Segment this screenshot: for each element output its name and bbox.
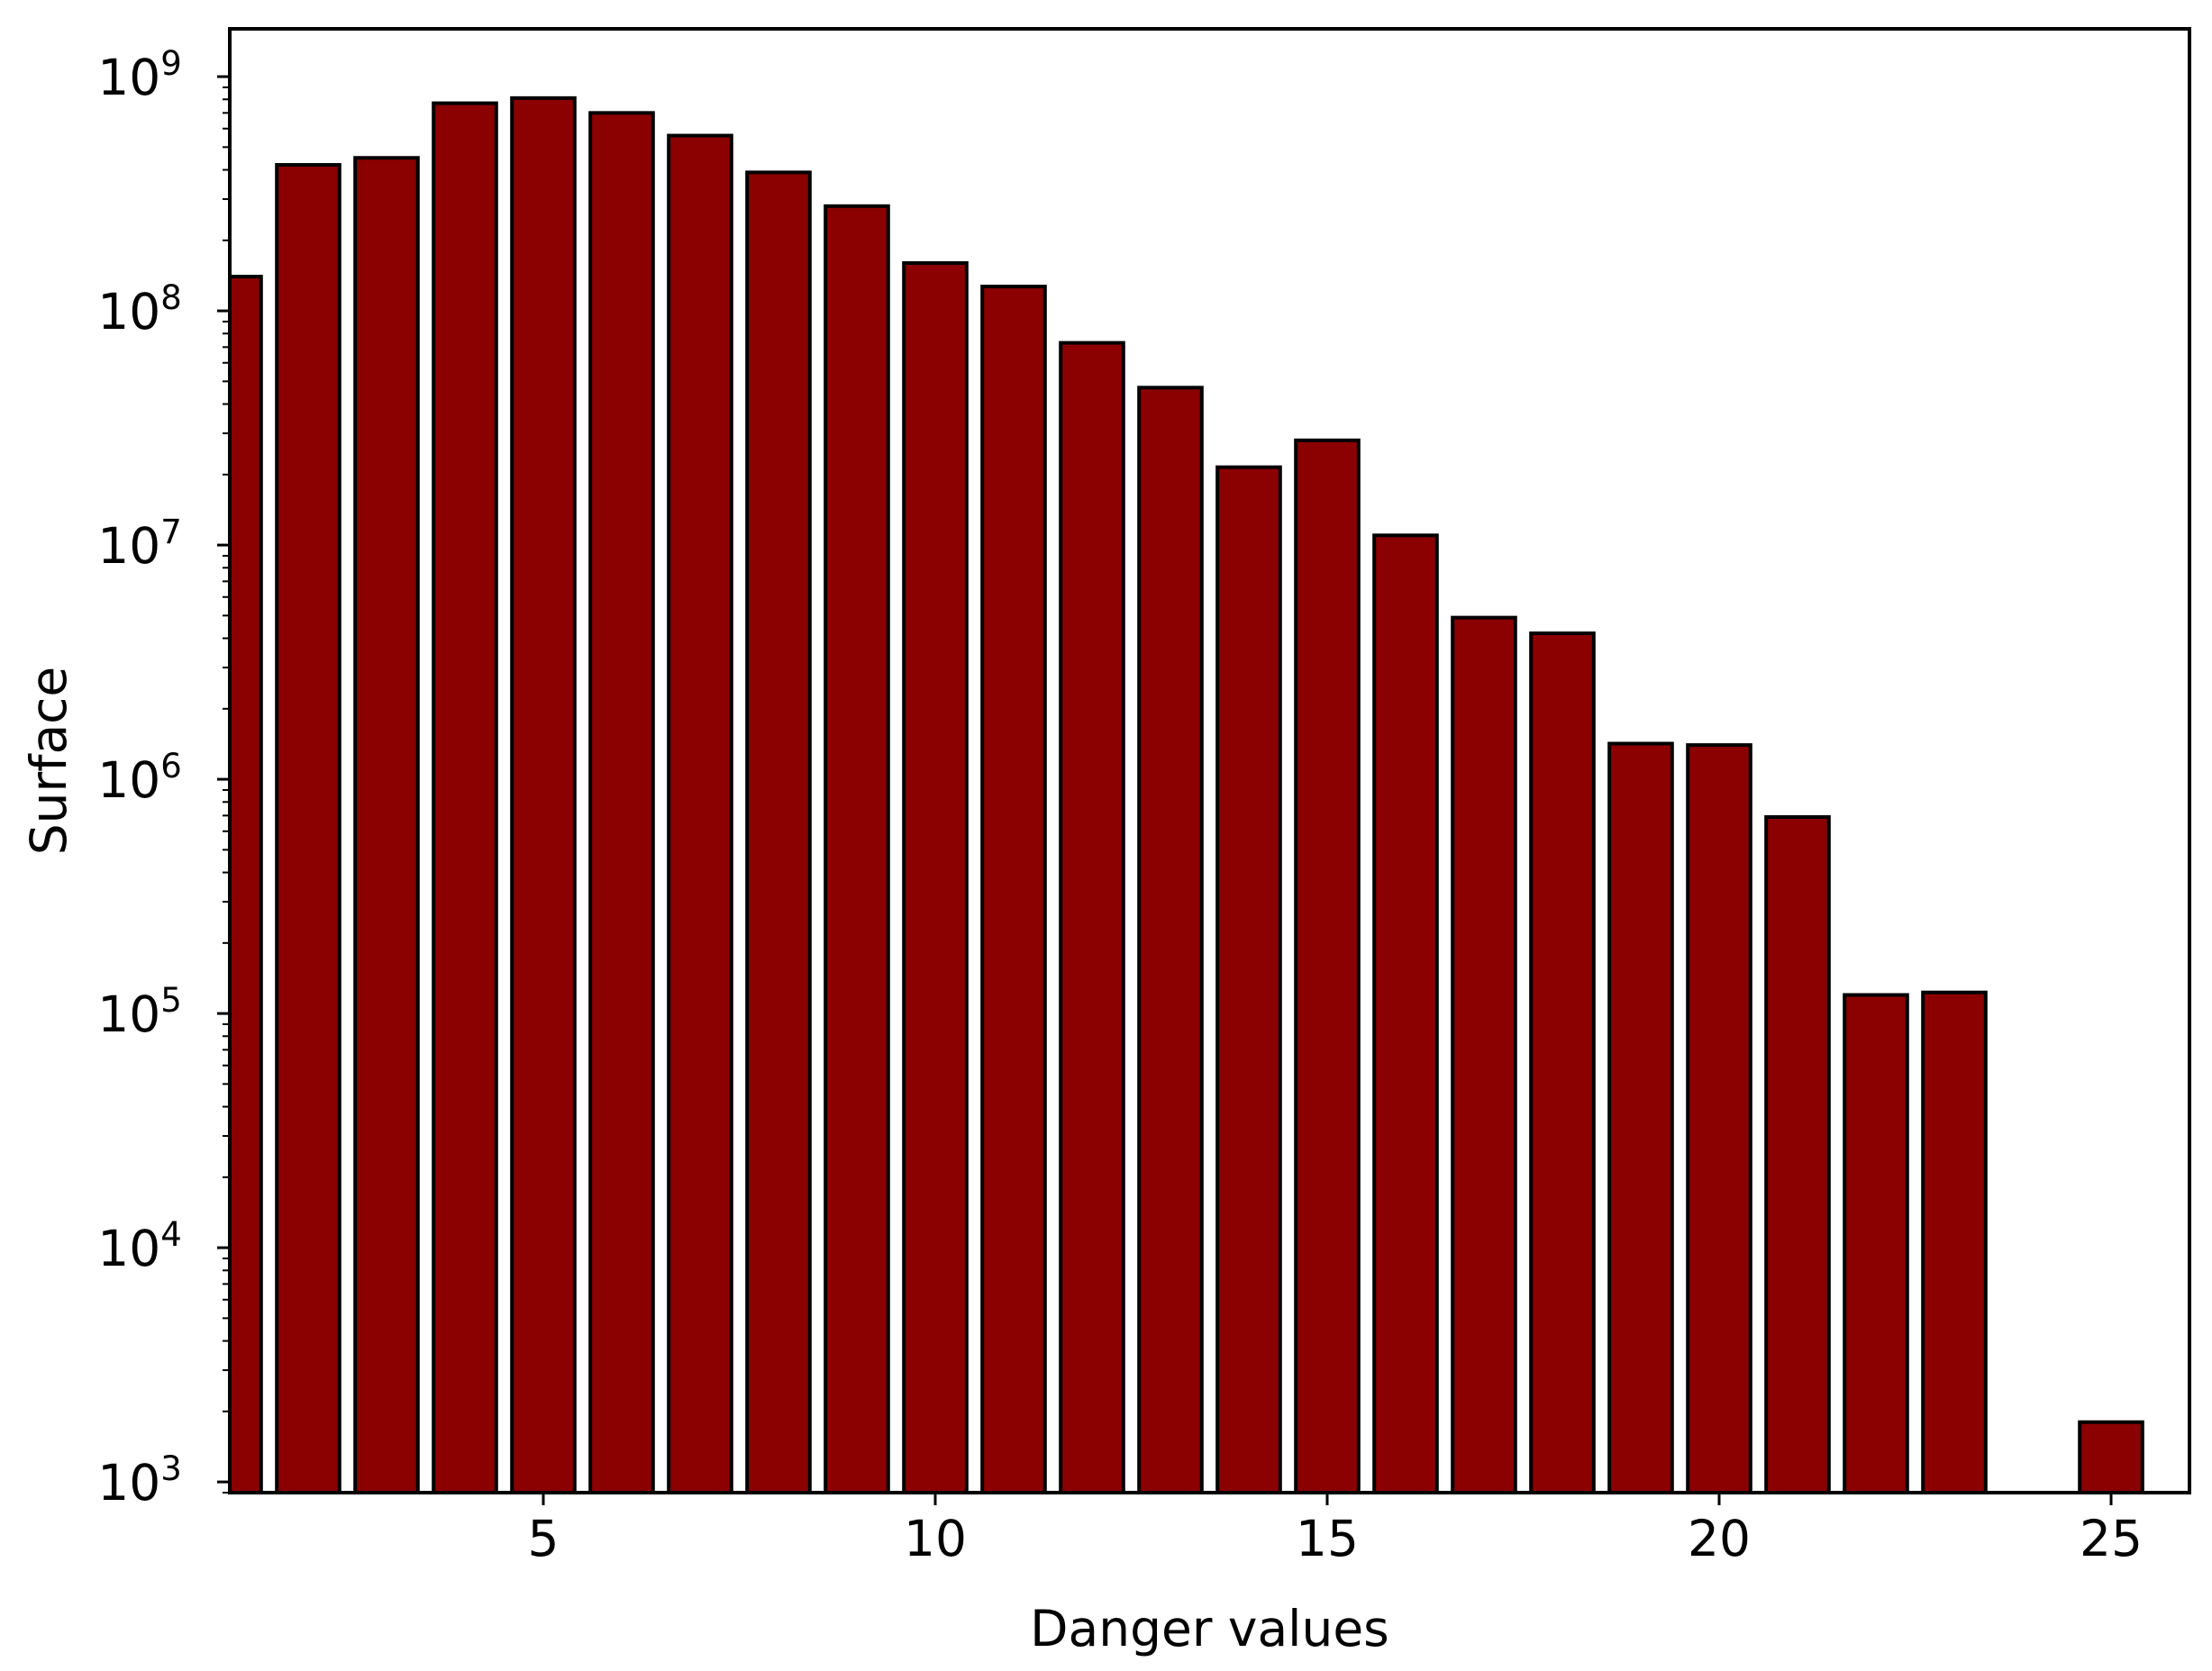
- bar-x-21: [1764, 814, 1831, 1493]
- y-axis-label: Surface: [20, 667, 77, 856]
- y-tick-label: 104: [97, 1215, 182, 1277]
- x-tick-label: 10: [904, 1510, 967, 1567]
- bar-x-9: [824, 204, 890, 1493]
- bar-x-2: [275, 163, 341, 1493]
- bar-x-8: [745, 170, 812, 1493]
- bar-x-16: [1372, 533, 1439, 1493]
- bar-x-14: [1215, 465, 1282, 1493]
- bar-x-1: [230, 275, 263, 1493]
- bars-group: [230, 95, 2144, 1493]
- bar-x-17: [1451, 615, 1517, 1493]
- y-tick-label: 109: [97, 44, 182, 106]
- bar-x-3: [353, 156, 420, 1493]
- bar-x-7: [667, 133, 733, 1493]
- bar-x-20: [1686, 743, 1752, 1493]
- x-tick-label: 15: [1296, 1510, 1359, 1567]
- y-tick-label: 106: [97, 747, 182, 809]
- x-tick-label: 20: [1688, 1510, 1751, 1567]
- bar-x-15: [1294, 438, 1361, 1493]
- y-tick-label: 107: [97, 513, 182, 575]
- bar-x-12: [1059, 341, 1125, 1493]
- bar-x-25: [2078, 1420, 2144, 1493]
- bar-x-22: [1843, 993, 1909, 1493]
- bar-x-4: [432, 101, 498, 1493]
- bar-x-19: [1607, 741, 1674, 1493]
- bar-x-6: [588, 111, 655, 1493]
- x-axis: 5 10 15 20 25: [528, 1493, 2143, 1567]
- x-tick-label: 25: [2080, 1510, 2143, 1567]
- bar-x-18: [1529, 631, 1596, 1493]
- y-tick-label: 103: [97, 1449, 182, 1512]
- bar-x-23: [1921, 990, 1988, 1493]
- y-tick-label: 108: [97, 278, 182, 341]
- bar-x-10: [902, 261, 969, 1493]
- bar-x-11: [980, 285, 1047, 1493]
- bar-x-5: [510, 95, 577, 1493]
- x-axis-label: Danger values: [1030, 1600, 1389, 1657]
- x-tick-label: 5: [528, 1510, 560, 1567]
- bar-x-13: [1137, 386, 1204, 1493]
- plot-frame: [228, 27, 2191, 1494]
- y-tick-label: 105: [97, 981, 182, 1043]
